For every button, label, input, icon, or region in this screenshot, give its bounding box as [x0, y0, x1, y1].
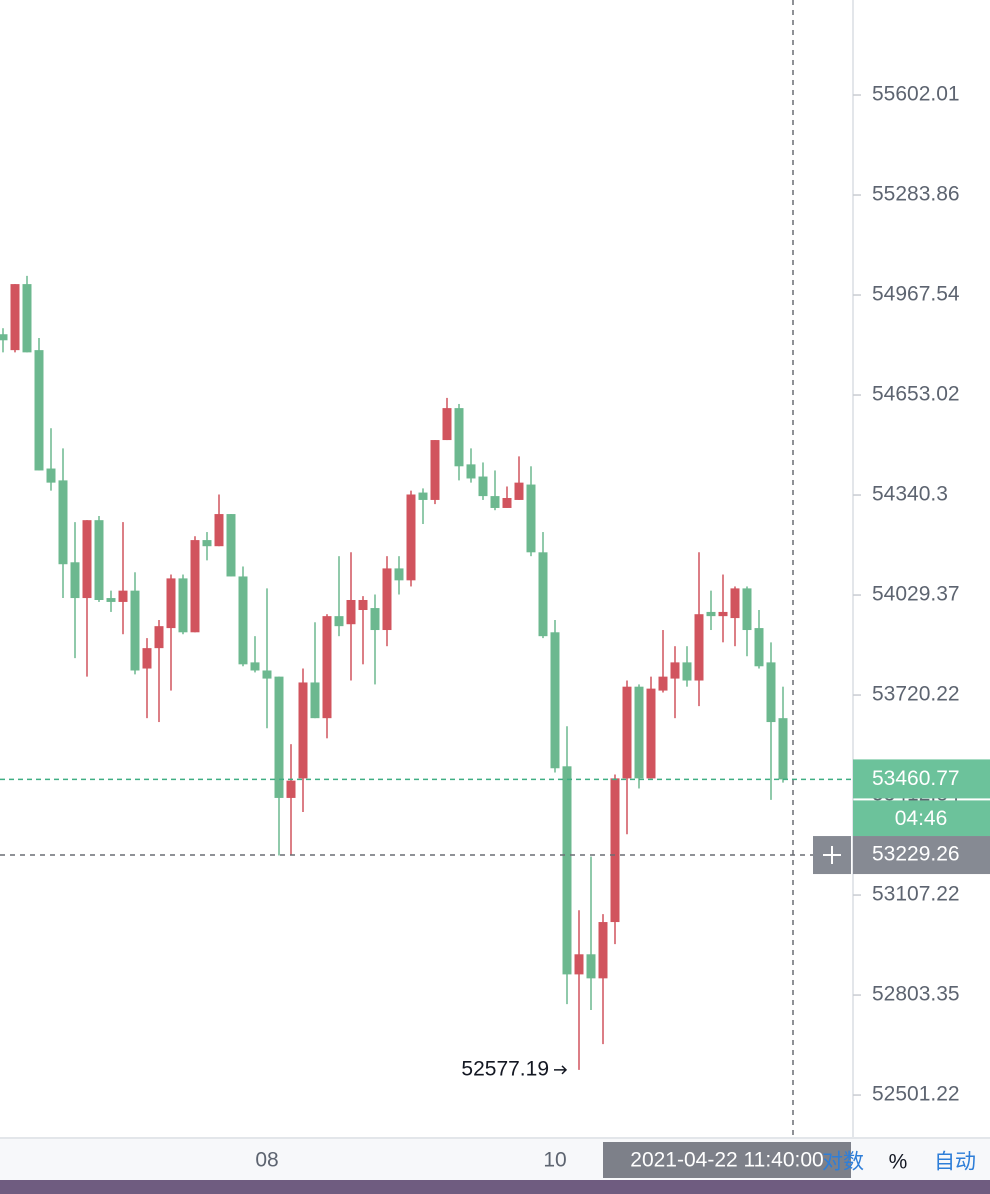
candle-body [298, 682, 308, 779]
y-tick-label: 54967.54 [872, 283, 960, 306]
candle-body [154, 626, 164, 649]
candle-body [694, 614, 704, 681]
candle-body [418, 492, 428, 500]
candle-body [646, 688, 656, 779]
y-tick-label: 53720.22 [872, 683, 960, 706]
axis-button[interactable]: % [889, 1151, 908, 1174]
candle-body [742, 588, 752, 631]
candle-body [718, 611, 728, 617]
candle-body [550, 632, 560, 769]
candle-body [454, 408, 464, 467]
candle-body [466, 464, 476, 479]
candle-body [610, 778, 620, 923]
candle-body [262, 670, 272, 679]
low-annotation: 52577.19 [461, 1057, 549, 1080]
candle-body [370, 608, 380, 631]
candle-body [322, 616, 332, 719]
candle-body [586, 954, 596, 979]
candle-body [130, 590, 140, 671]
plot [0, 275, 788, 1070]
candle-body [382, 568, 392, 631]
plus-icon [823, 846, 841, 865]
y-tick-label: 53107.22 [872, 883, 960, 906]
crosshair-price-label: 53229.26 [872, 843, 960, 866]
candle-body [178, 578, 188, 633]
bottom-bar [0, 1180, 990, 1194]
crosshair-time-box [603, 1142, 851, 1178]
crosshair-time-label: 2021-04-22 11:40:00 [630, 1149, 823, 1172]
candle-body [562, 766, 572, 975]
candle-body [682, 662, 692, 681]
candle-body [94, 520, 104, 600]
candle-body [238, 576, 248, 665]
candle-body [598, 922, 608, 979]
candle-body [430, 440, 440, 500]
y-tick-label: 52803.35 [872, 983, 960, 1006]
y-tick-label: 54029.37 [872, 583, 960, 606]
candle-body [478, 476, 488, 497]
candle-body [10, 284, 20, 351]
candle-body [190, 540, 200, 633]
candle-body [766, 662, 776, 723]
candle-body [346, 599, 356, 625]
crosshair-price-box [853, 836, 990, 875]
candle-body [490, 496, 500, 508]
candle-body [334, 616, 344, 627]
candle-body [214, 514, 224, 547]
candle-body [526, 484, 536, 553]
candle-body [670, 662, 680, 679]
candle-body [574, 954, 584, 975]
candle-body [34, 350, 44, 471]
candle-body [502, 498, 512, 508]
x-tick-label: 08 [255, 1149, 278, 1172]
candle-body [142, 648, 152, 669]
candle-body [706, 611, 716, 617]
y-tick-label: 55283.86 [872, 183, 960, 206]
candle-body [0, 334, 8, 341]
candle-body [82, 520, 92, 599]
candle-body [394, 568, 404, 581]
candle-body [226, 514, 236, 577]
candle-body [46, 468, 56, 483]
candle-body [118, 590, 128, 602]
current-price-label: 53460.77 [872, 767, 960, 790]
candle-body [778, 718, 788, 780]
y-tick-label: 52501.22 [872, 1083, 960, 1106]
candle-body [538, 552, 548, 637]
countdown-box [853, 800, 990, 837]
axis-button[interactable]: 自动 [934, 1151, 976, 1174]
y-tick-label: 54653.02 [872, 383, 960, 406]
candle-body [202, 540, 212, 547]
candle-body [622, 686, 632, 779]
candle-body [658, 676, 668, 691]
candle-body [166, 578, 176, 629]
y-tick-label: 55602.01 [872, 83, 960, 106]
candle-body [406, 494, 416, 581]
candle-body [274, 676, 284, 798]
candle-body [250, 662, 260, 671]
candle-body [358, 599, 368, 611]
x-tick-label: 10 [543, 1149, 566, 1172]
candle-body [22, 284, 32, 353]
low-arrow [554, 1065, 568, 1075]
candle-body [310, 682, 320, 719]
candle-body [754, 628, 764, 667]
candle-body [730, 588, 740, 619]
current-price-box [853, 759, 990, 799]
candle-body [286, 780, 296, 798]
candle-body [634, 686, 644, 779]
candle-body [70, 562, 80, 599]
countdown-label: 04:46 [895, 807, 948, 830]
candle-body [442, 408, 452, 441]
candle-body [106, 598, 116, 602]
candle-body [58, 480, 68, 565]
y-tick-label: 54340.3 [872, 483, 948, 506]
axis-button[interactable]: 对数 [822, 1151, 864, 1174]
candle-body [514, 482, 524, 500]
